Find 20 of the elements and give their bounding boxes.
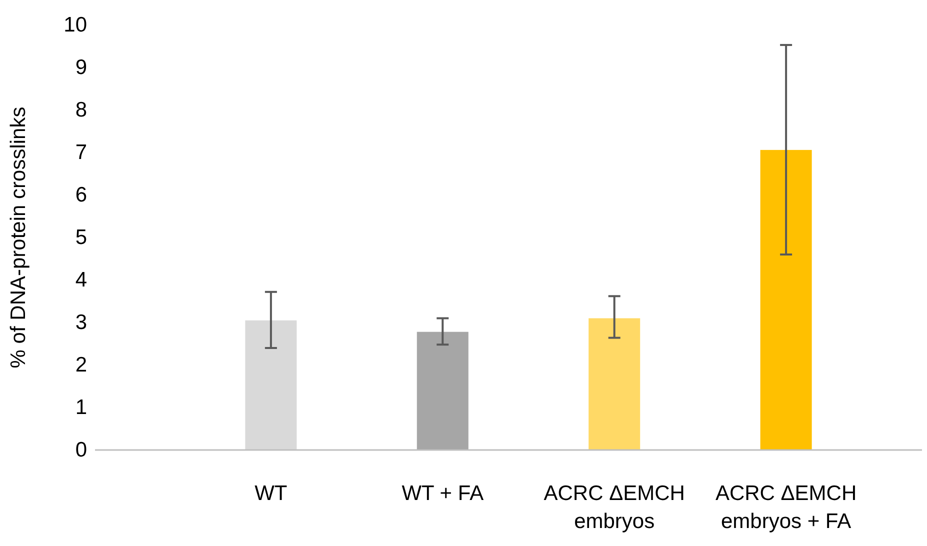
bar [588, 318, 640, 450]
bar [245, 320, 297, 450]
y-tick-label: 2 [75, 354, 87, 377]
y-tick-label: 0 [75, 438, 87, 462]
y-tick-label: 6 [75, 184, 87, 207]
x-tick-label: ACRC ΔEMCH embryos [544, 482, 685, 533]
y-tick-label: 3 [75, 311, 87, 334]
x-tick-label: ACRC ΔEMCH embryos + FA [715, 482, 857, 533]
y-axis-title: % of DNA-protein crosslinks [7, 106, 30, 368]
x-tick-label: WT + FA [402, 482, 484, 505]
y-tick-label: 10 [64, 14, 87, 37]
x-tick-label: WT [254, 482, 288, 505]
y-tick-label: 8 [75, 98, 87, 122]
y-tick-label: 9 [75, 56, 87, 80]
y-tick-label: 1 [75, 396, 87, 420]
bar [416, 332, 468, 450]
y-tick-label: 4 [75, 268, 88, 292]
y-tick-label: 7 [75, 141, 87, 164]
y-tick-label: 5 [75, 226, 87, 250]
bar [760, 150, 812, 450]
